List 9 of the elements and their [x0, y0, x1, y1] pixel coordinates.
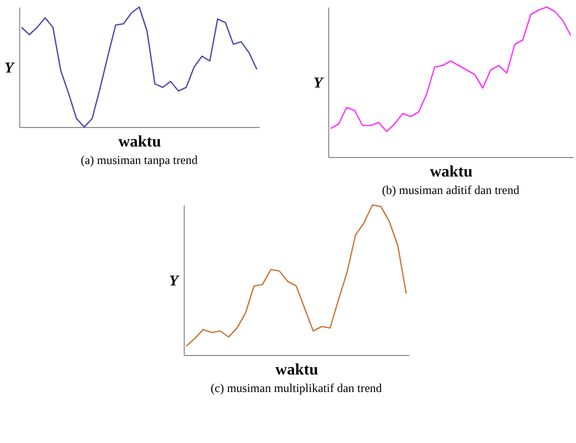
y-axis-title: Y [314, 76, 325, 92]
x-axis-title: waktu [275, 362, 318, 378]
text: (a) musiman tanpa trend [80, 153, 198, 167]
text: (b) musiman aditif dan trend [382, 183, 520, 197]
text: (c) musiman multiplikatif dan trend [210, 381, 382, 395]
y-axis-title: Y [169, 274, 180, 290]
y-axis-title: Y [4, 60, 16, 76]
x-axis-title: waktu [118, 134, 162, 150]
x-axis-title: waktu [430, 164, 473, 180]
